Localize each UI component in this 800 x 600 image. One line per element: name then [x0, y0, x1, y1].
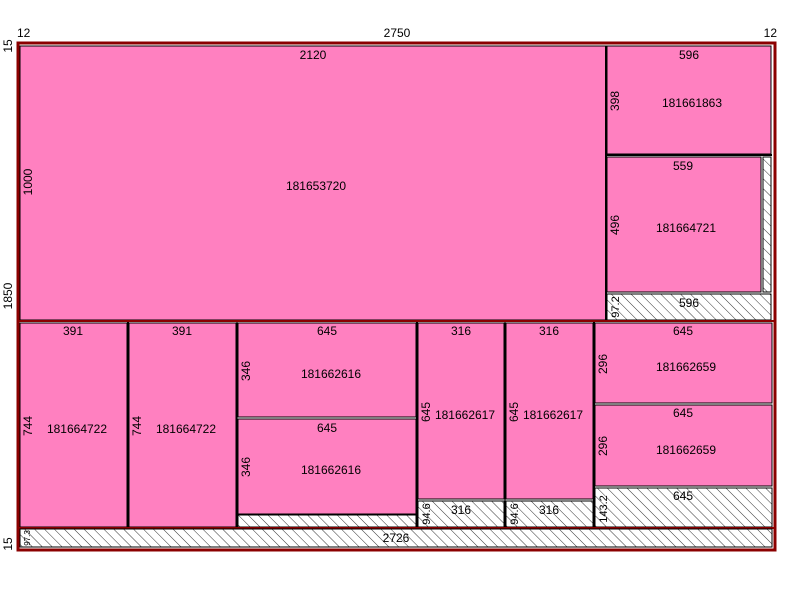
part-height-label: 296 [596, 354, 610, 374]
part-181664722[interactable] [128, 322, 237, 528]
part-id-label: 181664722 [47, 422, 107, 436]
part-width-label: 391 [63, 324, 83, 338]
part-181662659[interactable] [594, 322, 773, 404]
part-height-label: 645 [419, 402, 433, 422]
part-height-label: 398 [608, 91, 622, 111]
sheet-width-label: 2750 [384, 26, 411, 40]
part-width-label: 391 [172, 324, 192, 338]
part-width-label: 645 [317, 324, 337, 338]
waste-strip [762, 156, 772, 293]
part-width-label: 645 [673, 324, 693, 338]
waste-strip [505, 500, 594, 528]
trim-bottom-label: 15 [1, 537, 15, 551]
part-181662617[interactable] [417, 322, 505, 500]
part-width-label: 596 [679, 48, 699, 62]
part-id-label: 181664722 [156, 422, 216, 436]
part-181662659[interactable] [594, 404, 773, 487]
waste-strip [594, 487, 773, 528]
waste-height-label: 97.3 [23, 530, 32, 546]
waste-width-label: 645 [673, 489, 693, 503]
sheet-height-label: 1850 [1, 282, 15, 309]
waste-height-label: 97.2 [610, 296, 622, 317]
part-height-label: 744 [130, 416, 144, 436]
part-id-label: 181662659 [656, 443, 716, 457]
part-id-label: 181662616 [301, 367, 361, 381]
part-height-label: 645 [507, 402, 521, 422]
part-id-label: 181664721 [656, 221, 716, 235]
part-181653720[interactable] [19, 45, 607, 321]
waste-strip [237, 514, 417, 528]
part-id-label: 181661863 [662, 96, 722, 110]
waste-strip [19, 528, 773, 548]
trim-left-label: 12 [17, 26, 31, 40]
trim-top-label: 15 [1, 39, 15, 53]
part-height-label: 296 [596, 436, 610, 456]
waste-height-label: 94.6 [509, 503, 521, 524]
waste-strip [606, 293, 772, 321]
part-id-label: 181662659 [656, 360, 716, 374]
part-height-label: 496 [608, 215, 622, 235]
waste-height-label: 143.2 [598, 495, 610, 523]
part-181662617[interactable] [505, 322, 594, 500]
part-181664721[interactable] [606, 156, 762, 293]
part-width-label: 316 [451, 324, 471, 338]
waste-width-label: 316 [539, 503, 559, 517]
part-height-label: 1000 [21, 168, 35, 195]
part-height-label: 346 [239, 457, 253, 477]
waste-width-label: 2726 [383, 531, 410, 545]
part-id-label: 181662617 [435, 408, 495, 422]
part-id-label: 181662617 [523, 408, 583, 422]
part-width-label: 559 [673, 159, 693, 173]
part-id-label: 181653720 [286, 179, 346, 193]
part-181662616[interactable] [237, 418, 417, 515]
waste-width-label: 596 [679, 296, 699, 310]
part-width-label: 2120 [300, 48, 327, 62]
part-width-label: 645 [317, 421, 337, 435]
part-width-label: 645 [673, 406, 693, 420]
waste-width-label: 316 [451, 503, 471, 517]
trim-right-label: 12 [764, 26, 778, 40]
part-width-label: 316 [539, 324, 559, 338]
part-height-label: 346 [239, 361, 253, 381]
part-height-label: 744 [21, 416, 35, 436]
waste-height-label: 94.6 [421, 503, 433, 524]
part-id-label: 181662616 [301, 463, 361, 477]
